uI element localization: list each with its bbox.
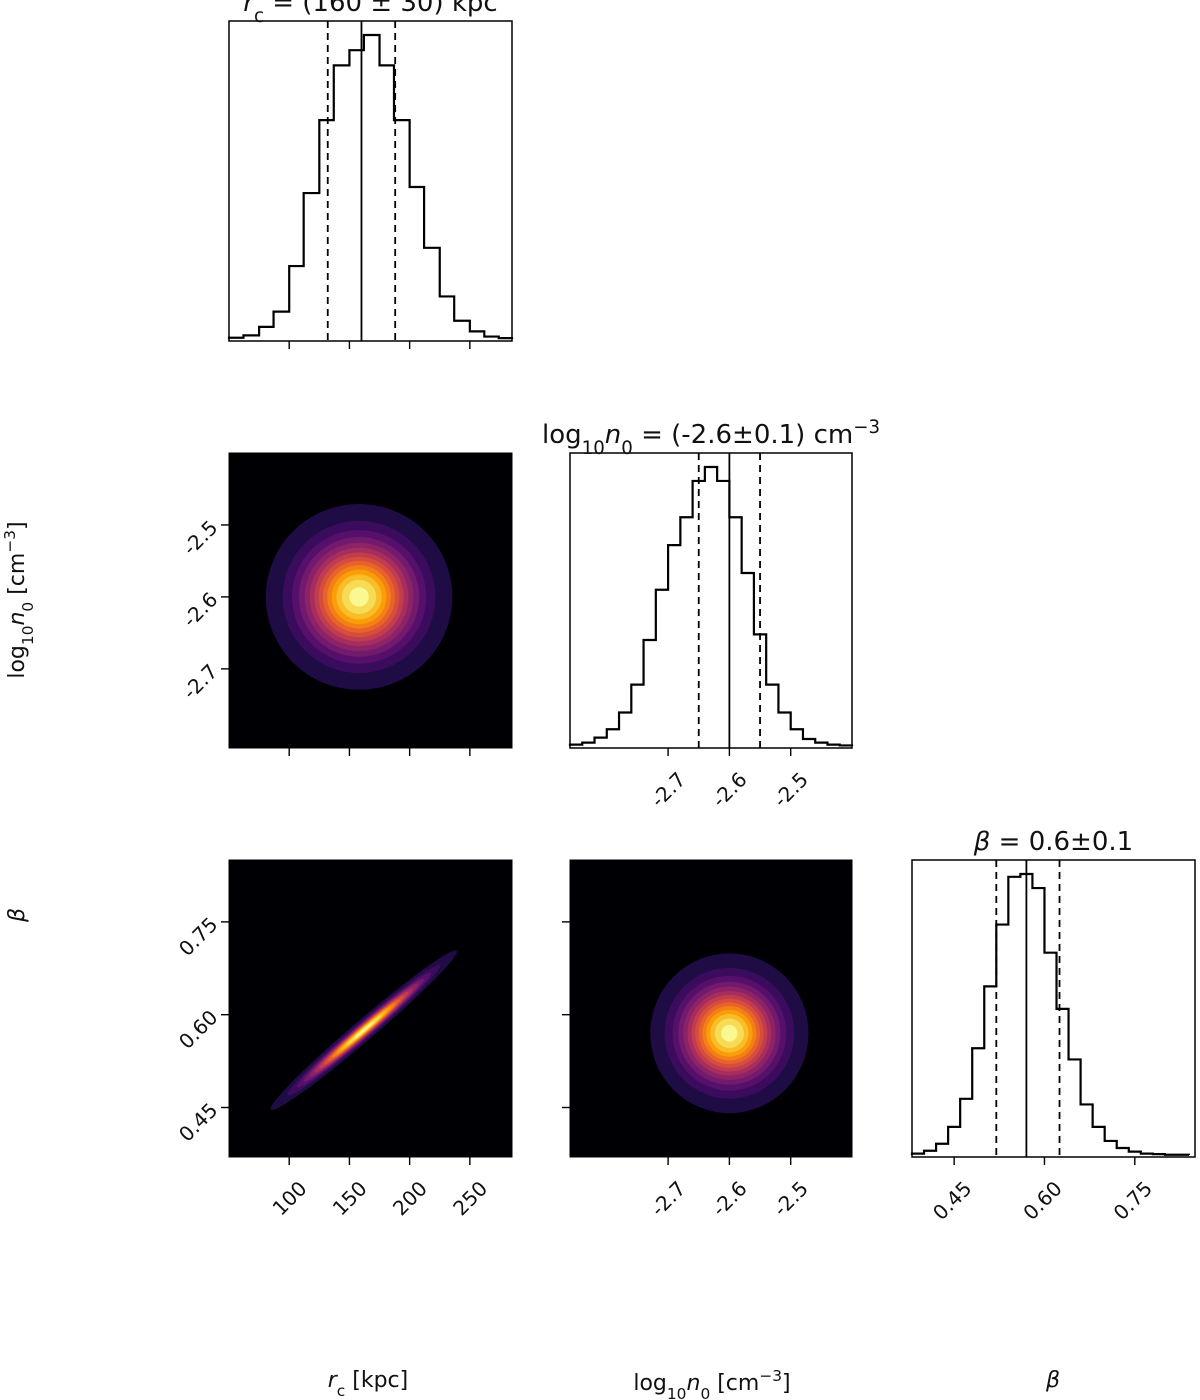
panel-frame [569,859,853,1158]
kde-beta-rc-panel: 0.75 0.60 0.45 100 150 200 250 [174,859,513,1220]
panel-frame [569,452,853,749]
hist-rc-panel [227,20,514,349]
density-background [229,860,512,1157]
density-level-14 [721,1024,738,1042]
histogram-step [568,465,854,747]
x-tick-label: 150 [328,1176,372,1220]
x-tick-label: 250 [448,1176,492,1220]
y-axis-label-beta: β [5,908,30,923]
x-tick-label: -2.7 [646,767,691,812]
x-tick-label: 0.60 [1018,1176,1066,1224]
panel-frame [228,20,513,342]
hist-rc-title: rc = (160 ± 30) kpc [243,0,497,27]
histogram-step [227,33,514,340]
density-contours [650,953,809,1114]
hist-beta-panel: 0.45 0.60 0.75 [910,859,1196,1225]
hist-n0-title: log10n0 = (-2.6±0.1) cm−3 [542,417,880,459]
histogram-step [910,872,1191,1156]
density-contours [265,504,453,690]
kde-n0-rc-panel: -2.5 -2.6 -2.7 [178,452,513,756]
panel-frame [911,859,1196,1158]
density-contours [270,950,458,1111]
y-tick-label: 0.75 [174,912,222,960]
x-axis-label-n0: log10n0 [cm−3] [633,1367,790,1400]
x-tick-label: -2.6 [707,767,752,812]
x-tick-label: -2.5 [768,1176,813,1221]
y-tick-label: -2.5 [178,515,223,560]
x-axis-label-beta: β [1045,1368,1060,1393]
y-axis-label-n0: log10n0 [cm−3] [1,521,37,678]
x-tick-label: 0.75 [1109,1176,1157,1224]
panel-frame [228,452,513,749]
panel-frame [228,859,513,1158]
density-level-14 [349,587,369,607]
x-axis-label-rc: rc [kpc] [328,1368,408,1400]
y-tick-label: 0.60 [174,1005,222,1053]
density-level-14 [354,1021,374,1039]
hist-beta-title: β = 0.6±0.1 [973,827,1133,857]
x-tick-label: 0.45 [928,1176,976,1224]
x-tick-label: 200 [388,1176,432,1220]
x-tick-label: -2.5 [768,767,813,812]
x-tick-label: -2.7 [646,1176,691,1221]
hist-n0-panel: -2.7 -2.6 -2.5 [568,452,854,812]
y-tick-label: -2.6 [178,587,223,632]
y-tick-label: 0.45 [174,1098,222,1146]
x-tick-label: -2.6 [707,1176,752,1221]
y-tick-label: -2.7 [178,659,223,704]
kde-beta-n0-panel: -2.7 -2.6 -2.5 [562,859,853,1221]
x-tick-label: 100 [268,1176,312,1220]
